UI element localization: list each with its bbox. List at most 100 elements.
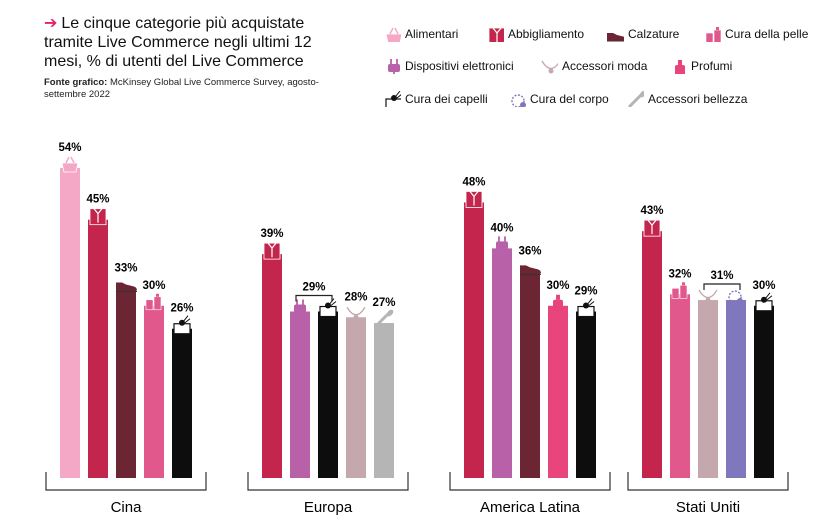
bar-europa-dispositivi-elettronici	[290, 299, 310, 478]
bar-europa-accessori-moda: 28%	[344, 291, 368, 478]
bar-rect	[576, 311, 596, 478]
value-label: 33%	[114, 263, 137, 275]
chart-title: ➔ Le cinque categorie più acquistate tram…	[44, 14, 344, 71]
group-baseline-bracket	[45, 472, 207, 491]
group-america-latina: 48% 40% 36% 30% 29% America Latina	[449, 176, 611, 516]
bar-america-latina-dispositivi-elettronici: 40%	[490, 222, 514, 478]
bar-cina-cura-della-pelle: 30%	[142, 280, 166, 478]
title-line-1: Le cinque categorie più acquistate	[61, 15, 305, 32]
group-europa: 39% 28% 27% 29% Europa	[247, 228, 409, 516]
group-baseline-bracket	[627, 472, 789, 491]
plug-icon	[496, 236, 508, 255]
value-label: 48%	[462, 176, 485, 188]
bar-rect	[88, 219, 108, 478]
legend-label: Cura della pelle	[725, 27, 809, 41]
chart-source: Fonte grafico: McKinsey Global Live Comm…	[44, 77, 334, 101]
legend-label: Cura del corpo	[530, 92, 609, 106]
value-label: 54%	[58, 142, 81, 154]
shirt-icon	[263, 242, 281, 260]
value-label: 45%	[86, 194, 109, 206]
bar-rect	[262, 254, 282, 478]
bar-europa-accessori-bellezza: 27%	[372, 297, 396, 478]
value-label: 27%	[372, 297, 395, 309]
value-label: 29%	[302, 282, 325, 294]
skincare-bottles-icon	[145, 293, 162, 311]
bar-america-latina-abbigliamento: 48%	[462, 176, 486, 478]
bar-rect	[346, 317, 366, 478]
legend-label: Alimentari	[405, 27, 459, 41]
value-label: 28%	[344, 291, 367, 303]
shoe-icon	[520, 265, 541, 275]
hair-care-icon	[385, 91, 401, 107]
legend-label: Calzature	[628, 27, 680, 41]
chart-header: ➔ Le cinque categorie più acquistate tram…	[44, 14, 344, 101]
bar-rect	[642, 231, 662, 478]
legend-item-cura-del-corpo: Cura del corpo	[508, 91, 609, 107]
legend-item-abbigliamento: Abbigliamento	[486, 26, 584, 42]
title-line-3: mesi, % di utenti del Live Commerce	[44, 53, 304, 70]
group-label: America Latina	[480, 499, 581, 516]
bar-rect	[144, 305, 164, 478]
legend-item-cura-dei-capelli: Cura dei capelli	[383, 91, 488, 107]
bar-rect	[374, 323, 394, 478]
bar-rect	[172, 328, 192, 478]
shirt-icon	[643, 219, 661, 237]
hair-care-icon	[577, 298, 595, 318]
bar-cina-alimentari: 54%	[58, 142, 82, 478]
value-label: 31%	[710, 270, 733, 282]
plug-icon	[294, 299, 306, 318]
shoe-icon	[116, 282, 137, 293]
value-label: 36%	[518, 245, 541, 257]
bar-rect	[698, 300, 718, 478]
group-label: Cina	[111, 499, 143, 516]
value-label: 43%	[640, 205, 663, 217]
bar-rect	[116, 288, 136, 478]
bar-america-latina-cura-dei-capelli: 29%	[574, 286, 598, 478]
body-care-icon	[728, 290, 743, 305]
perfume-icon	[675, 60, 685, 74]
bar-stati-uniti-abbigliamento: 43%	[640, 205, 664, 478]
value-label: 39%	[260, 228, 283, 240]
group-label: Europa	[304, 499, 353, 516]
group-label: Stati Uniti	[676, 499, 740, 516]
hair-care-icon	[319, 298, 337, 318]
legend-label: Accessori moda	[562, 59, 648, 73]
bar-stati-uniti-cura-del-corpo	[726, 290, 746, 478]
plug-icon	[388, 59, 400, 74]
bar-cina-abbigliamento: 45%	[86, 194, 110, 478]
bar-rect	[726, 300, 746, 478]
shared-value-bracket: 29%	[295, 282, 333, 302]
bar-america-latina-profumi: 30%	[546, 280, 570, 478]
value-label: 30%	[142, 280, 165, 292]
necklace-icon	[698, 289, 718, 303]
legend-item-accessori-moda: Accessori moda	[540, 58, 647, 74]
bar-rect	[464, 202, 484, 478]
value-label: 30%	[752, 280, 775, 292]
legend-item-cura-della-pelle: Cura della pelle	[703, 26, 808, 42]
bar-europa-abbigliamento: 39%	[260, 228, 284, 478]
bar-cina-cura-dei-capelli: 26%	[170, 303, 194, 478]
hair-care-icon	[755, 292, 773, 312]
shirt-icon	[465, 191, 483, 208]
shirt-icon	[89, 208, 107, 226]
bar-rect	[520, 271, 540, 478]
grocery-basket-icon	[61, 156, 79, 173]
legend-label: Accessori bellezza	[648, 92, 748, 106]
title-line-2: tramite Live Commerce negli ultimi 12	[44, 34, 312, 51]
shared-value-bracket: 31%	[703, 270, 741, 291]
group-cina: 54% 45% 33% 30% 26% Cina	[45, 142, 207, 516]
value-label: 40%	[490, 222, 513, 234]
bar-rect	[754, 305, 774, 478]
bar-rect	[318, 311, 338, 478]
legend-item-calzature: Calzature	[606, 26, 679, 42]
bar-stati-uniti-accessori-moda	[698, 289, 718, 478]
legend-item-alimentari: Alimentari	[383, 26, 458, 42]
bar-rect	[290, 311, 310, 478]
necklace-icon	[346, 306, 366, 320]
bar-rect	[492, 248, 512, 478]
legend-item-profumi: Profumi	[669, 58, 732, 74]
skincare-bottles-icon	[705, 27, 721, 42]
group-baseline-bracket	[449, 472, 611, 491]
bar-europa-cura-dei-capelli	[318, 298, 338, 478]
legend-label: Cura dei capelli	[405, 92, 488, 106]
